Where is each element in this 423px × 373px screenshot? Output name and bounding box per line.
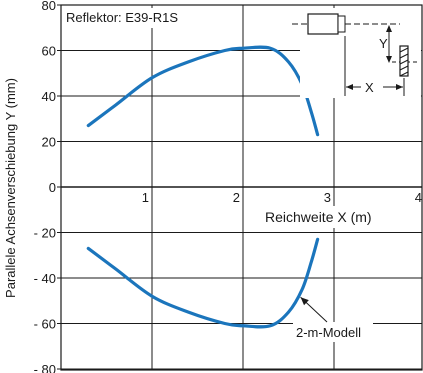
x-dimension-label-bg [361,79,383,95]
series-line-lower [86,237,320,329]
x-tick-label: 1 [142,190,149,205]
x-arrow-right [396,84,403,90]
y-tick-label: - 60 [34,317,56,332]
y-tick-label: - 40 [34,271,56,286]
y-tick-label: 80 [42,0,56,13]
y-tick-label: 20 [42,135,56,150]
y-axis-label: Parallele Achsenverschiebung Y (mm) [3,78,18,298]
x-arrow-left [346,84,353,90]
x-tick-label: 4 [415,190,422,205]
inset-label-box [64,8,167,28]
y-arrow-up [386,25,392,32]
y-tick-label: 0 [49,180,56,195]
y-tick-label: - 20 [34,226,56,241]
x-axis-label: Reichweite X (m) [265,209,372,225]
annotation-bg [293,322,373,342]
annotation: 2-m-Modell [293,296,373,342]
y-tick-label: 40 [42,89,56,104]
diagram-x-label: X [365,80,374,95]
sensor-icon [307,13,339,35]
reflector-hatch [399,47,409,77]
y-tick-label: - 80 [34,362,56,373]
inset-label: Reflektor: E39-R1S [66,10,178,25]
x-axis-label-bg [259,206,409,228]
sensor-lens [337,15,346,33]
diagram-y-label: Y [379,36,388,51]
grid [61,4,422,370]
reflector-icon [399,45,409,77]
y-arrow-down [386,56,392,63]
annotation-arrowhead [300,297,309,306]
y-tick-labels: 80 60 40 20 0 - 20 - 40 - 60 - 80 [34,0,61,373]
x-tick-label: 2 [233,190,240,205]
x-tick-label: 3 [324,190,331,205]
x-tick-labels: 1 2 3 4 [142,190,422,205]
setup-diagram: Y X [292,8,421,98]
annotation-label: 2-m-Modell [296,325,361,340]
y-tick-label: 60 [42,44,56,59]
